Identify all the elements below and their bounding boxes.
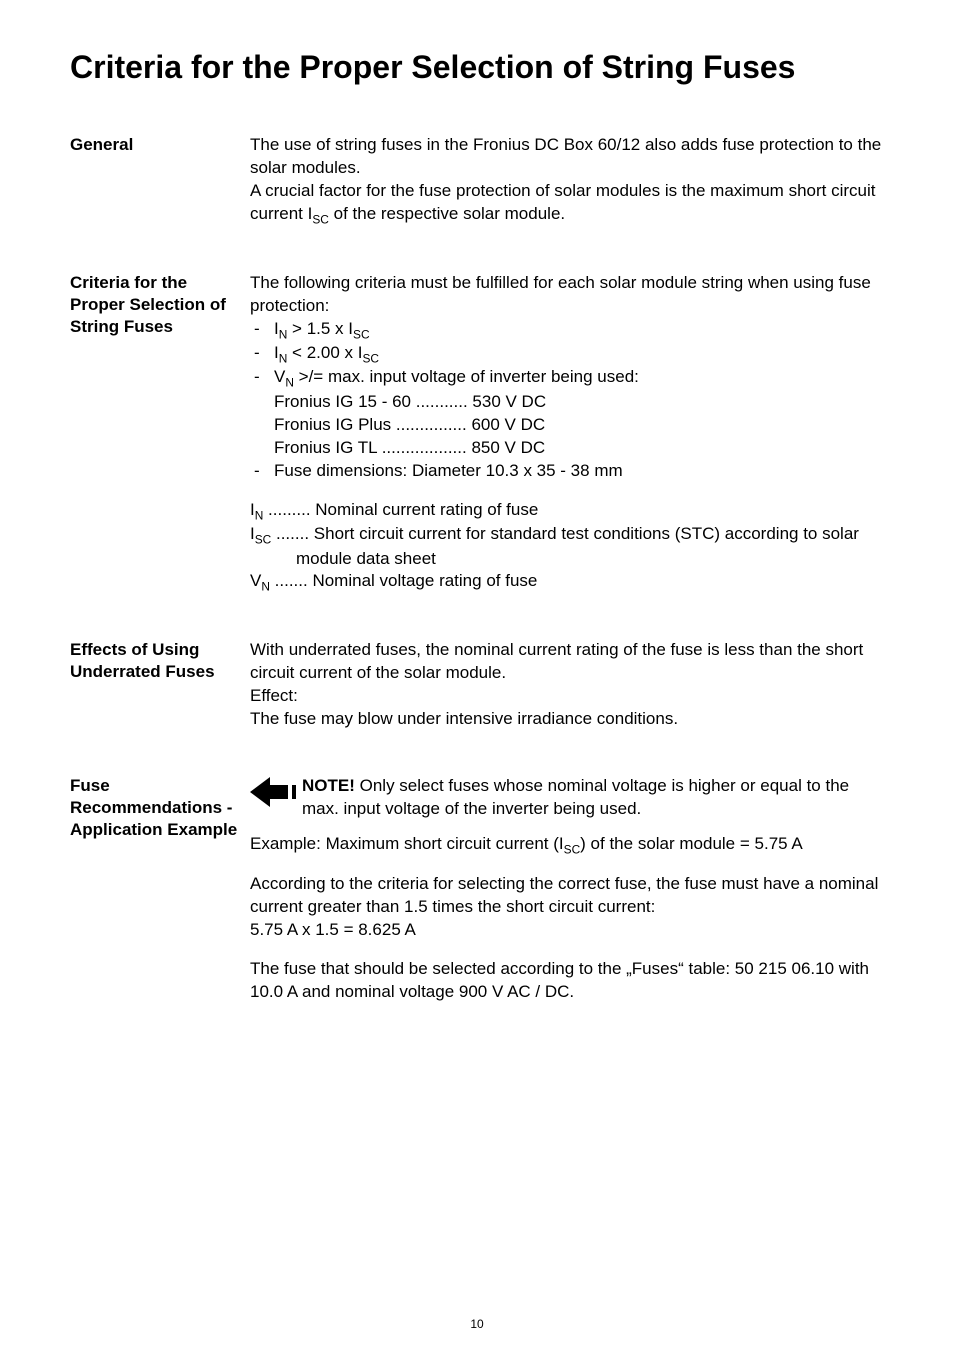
note-arrow-icon <box>250 775 302 814</box>
criteria-b3-l3: Fronius IG TL .................. 850 V D… <box>274 437 884 460</box>
t: V <box>250 571 261 590</box>
t: Example: Maximum short circuit current (… <box>250 834 564 853</box>
note-row: NOTE! Only select fuses whose nominal vo… <box>250 775 884 821</box>
section-effects: Effects of Using Underrated Fuses With u… <box>70 639 884 731</box>
criteria-b4: Fuse dimensions: Diameter 10.3 x 35 - 38… <box>250 460 884 483</box>
recom-example: Example: Maximum short circuit current (… <box>250 833 884 857</box>
criteria-b3-l1: Fronius IG 15 - 60 ........... 530 V DC <box>274 391 884 414</box>
label-criteria: Criteria for the Proper Selection of Str… <box>70 272 250 338</box>
body-general: The use of string fuses in the Fronius D… <box>250 134 884 227</box>
criteria-b3-sub: Fronius IG 15 - 60 ........... 530 V DC … <box>250 391 884 460</box>
t: V <box>274 367 285 386</box>
t: ) of the solar module = 5.75 A <box>580 834 803 853</box>
section-recom: Fuse Recommendations - Application Examp… <box>70 775 884 1004</box>
label-effects: Effects of Using Underrated Fuses <box>70 639 250 683</box>
body-recom: NOTE! Only select fuses whose nominal vo… <box>250 775 884 1004</box>
page-title: Criteria for the Proper Selection of Str… <box>70 48 884 86</box>
criteria-def1: IN ......... Nominal current rating of f… <box>250 499 884 523</box>
t: SC <box>255 532 272 546</box>
t: N <box>285 376 294 390</box>
t: SC <box>362 351 379 365</box>
t: SC <box>564 842 581 856</box>
recom-calc: 5.75 A x 1.5 = 8.625 A <box>250 919 884 942</box>
t: SC <box>353 327 370 341</box>
label-recom: Fuse Recommendations - Application Examp… <box>70 775 250 841</box>
criteria-b3: VN >/= max. input voltage of inverter be… <box>250 366 884 390</box>
body-effects: With underrated fuses, the nominal curre… <box>250 639 884 731</box>
page-number: 10 <box>0 1317 954 1331</box>
criteria-bullets: IN > 1.5 x ISC IN < 2.00 x ISC VN >/= ma… <box>250 318 884 391</box>
t: >/= max. input voltage of inverter being… <box>294 367 639 386</box>
general-line1: The use of string fuses in the Fronius D… <box>250 134 884 180</box>
general-l2-suffix: of the respective solar module. <box>329 204 565 223</box>
criteria-def3: VN ....... Nominal voltage rating of fus… <box>250 570 884 594</box>
arrow-icon <box>250 777 298 807</box>
page: Criteria for the Proper Selection of Str… <box>0 0 954 1351</box>
criteria-b3-l2: Fronius IG Plus ............... 600 V DC <box>274 414 884 437</box>
recom-p2: According to the criteria for selecting … <box>250 873 884 919</box>
criteria-b2: IN < 2.00 x ISC <box>250 342 884 366</box>
t: > 1.5 x I <box>287 319 353 338</box>
section-general: General The use of string fuses in the F… <box>70 134 884 227</box>
t: ....... Nominal voltage rating of fuse <box>270 571 537 590</box>
effects-l2: Effect: <box>250 685 884 708</box>
general-line2: A crucial factor for the fuse protection… <box>250 180 884 227</box>
recom-p3: The fuse that should be selected accordi… <box>250 958 884 1004</box>
t: N <box>261 580 270 594</box>
criteria-bullets2: Fuse dimensions: Diameter 10.3 x 35 - 38… <box>250 460 884 483</box>
t: < 2.00 x I <box>287 343 362 362</box>
effects-l3: The fuse may blow under intensive irradi… <box>250 708 884 731</box>
note-bold: NOTE! <box>302 776 355 795</box>
t: ......... Nominal current rating of fuse <box>263 500 538 519</box>
note-rest: Only select fuses whose nominal voltage … <box>302 776 849 818</box>
general-l2-sub: SC <box>312 213 329 227</box>
label-general: General <box>70 134 250 156</box>
criteria-b1: IN > 1.5 x ISC <box>250 318 884 342</box>
criteria-def2: ISC ....... Short circuit current for st… <box>250 523 884 570</box>
spacer <box>250 483 884 499</box>
note-text: NOTE! Only select fuses whose nominal vo… <box>302 775 884 821</box>
criteria-intro: The following criteria must be fulfilled… <box>250 272 884 318</box>
body-criteria: The following criteria must be fulfilled… <box>250 272 884 595</box>
t: ....... Short circuit current for standa… <box>271 524 859 567</box>
section-criteria: Criteria for the Proper Selection of Str… <box>70 272 884 595</box>
effects-l1: With underrated fuses, the nominal curre… <box>250 639 884 685</box>
